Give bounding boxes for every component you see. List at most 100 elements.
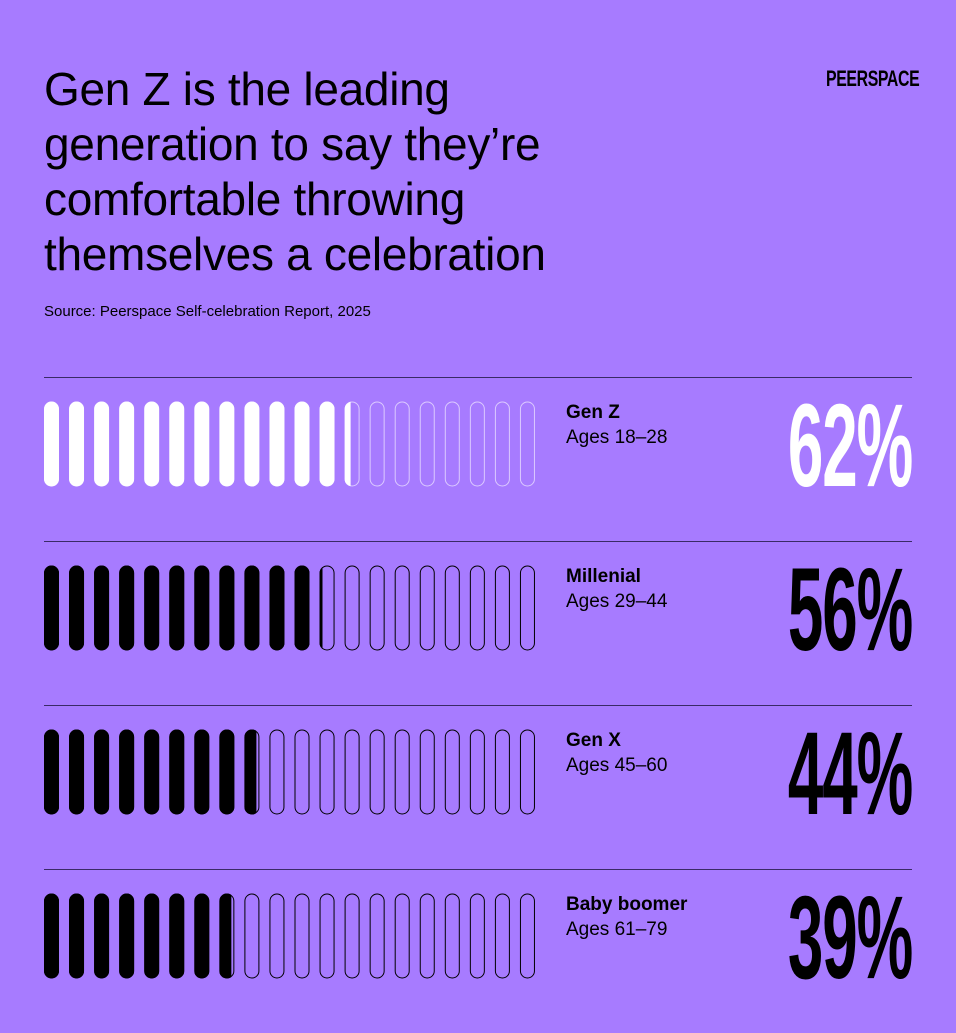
pill [444, 565, 460, 651]
row-label: Millenial [566, 566, 641, 587]
pill [394, 401, 410, 487]
pill-fill [269, 401, 285, 487]
pill-fill [194, 729, 210, 815]
pill-fill [194, 401, 210, 487]
pill [469, 565, 485, 651]
pill-fill [269, 565, 285, 651]
title-line: generation to say they’re [44, 118, 541, 170]
pill-fill [69, 565, 85, 651]
pill-fill [219, 565, 235, 651]
pill [319, 729, 335, 815]
pill [69, 893, 85, 979]
pill [444, 401, 460, 487]
pill-fill [319, 567, 323, 649]
pill [69, 565, 85, 651]
pill [519, 401, 535, 487]
pill-fill [94, 893, 110, 979]
pill-fill [119, 729, 135, 815]
pill [144, 401, 160, 487]
pill [144, 729, 160, 815]
chart-title: Gen Z is the leading generation to say t… [44, 62, 744, 282]
pill [344, 729, 360, 815]
row-label: Gen Z [566, 402, 620, 423]
row-percent: 62% [787, 380, 913, 512]
pill [194, 729, 210, 815]
pill-fill [219, 893, 232, 979]
pill-fill [169, 401, 185, 487]
pill [519, 893, 535, 979]
row-percent: 44% [787, 708, 913, 840]
divider [44, 869, 912, 870]
row-ages: Ages 29–44 [566, 591, 668, 612]
pill [469, 729, 485, 815]
pill [344, 565, 360, 651]
pill [244, 565, 260, 651]
pill-fill [194, 893, 210, 979]
pill-fill [44, 401, 59, 487]
title-line: comfortable throwing [44, 173, 465, 225]
pill-fill [69, 401, 85, 487]
row-percent: 56% [787, 544, 913, 676]
pill [519, 729, 535, 815]
pill-fill [194, 565, 210, 651]
pill-fill [144, 401, 160, 487]
pill [194, 401, 210, 487]
pill [244, 729, 260, 815]
title-line: Gen Z is the leading [44, 63, 450, 115]
peerspace-logo: PEERSPACE [826, 66, 920, 91]
pill [269, 401, 285, 487]
pill [244, 401, 260, 487]
pill-fill [69, 729, 85, 815]
pill [419, 401, 435, 487]
pill-fill [244, 401, 260, 487]
pill [69, 729, 85, 815]
pill [119, 565, 135, 651]
pill [219, 729, 235, 815]
pill [294, 401, 310, 487]
row-label: Baby boomer [566, 894, 688, 915]
pill [269, 565, 285, 651]
row-ages: Ages 18–28 [566, 427, 668, 448]
pill-bar [44, 893, 535, 979]
pill [419, 565, 435, 651]
pill [169, 893, 185, 979]
divider [44, 541, 912, 542]
pill [244, 893, 260, 979]
pill-bar [44, 565, 535, 651]
pill-bar [44, 401, 535, 487]
pill [444, 729, 460, 815]
pill [319, 565, 335, 651]
pill [94, 893, 110, 979]
pill-fill [294, 401, 310, 487]
pill [319, 893, 335, 979]
pill [419, 893, 435, 979]
pill [119, 729, 135, 815]
pill [169, 729, 185, 815]
pill [369, 893, 385, 979]
pill [294, 565, 310, 651]
row-ages: Ages 61–79 [566, 919, 668, 940]
pill [469, 401, 485, 487]
pill-fill [119, 565, 135, 651]
divider [44, 377, 912, 378]
divider [44, 705, 912, 706]
pill [369, 401, 385, 487]
pill [494, 729, 510, 815]
chart-row: Baby boomer Ages 61–79 39% [44, 869, 913, 1033]
pill [69, 401, 85, 487]
pill [419, 729, 435, 815]
pill [319, 401, 335, 487]
pill [44, 729, 59, 815]
pill-fill [294, 565, 310, 651]
pill [394, 893, 410, 979]
pill [494, 893, 510, 979]
pill-fill [169, 729, 185, 815]
pill [94, 401, 110, 487]
pill [344, 893, 360, 979]
pill [294, 729, 310, 815]
pill-bar [44, 729, 535, 815]
pill-fill [169, 893, 185, 979]
pill [269, 893, 285, 979]
pill [169, 565, 185, 651]
pill [194, 893, 210, 979]
